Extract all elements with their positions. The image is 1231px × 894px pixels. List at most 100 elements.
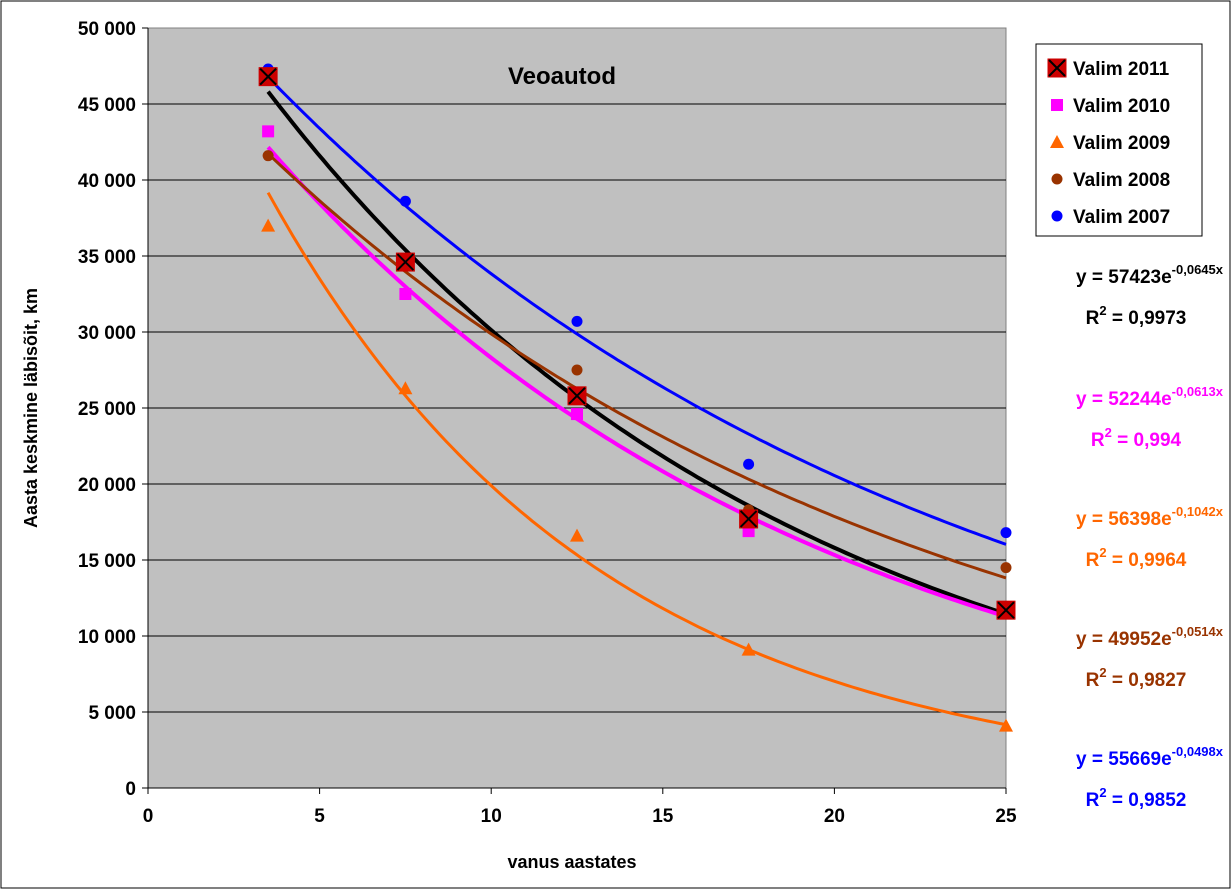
trendline-valim-2009 [266, 191, 1007, 727]
legend-marker [1051, 173, 1063, 185]
legend-marker [1051, 210, 1063, 222]
equation-exponent: -0,0645x [1172, 262, 1224, 277]
equation-base: y = 52244e [1076, 389, 1172, 410]
equation-exponent: -0,1042x [1172, 504, 1224, 519]
data-point [571, 364, 583, 376]
y-tick-label: 20 000 [78, 475, 136, 496]
data-point [258, 67, 278, 87]
data-point [262, 150, 274, 162]
data-point [395, 252, 415, 272]
r-squared-value: = 0,9973 [1107, 308, 1187, 329]
marker-cross [1048, 59, 1066, 77]
trend-equation: y = 56398e-0,1042x [1076, 504, 1224, 530]
legend-label: Valim 2008 [1073, 170, 1170, 191]
data-point [996, 600, 1016, 620]
r-squared: R2 = 0,9827 [1086, 665, 1187, 691]
y-tick-label: 10 000 [78, 627, 136, 648]
r-squared-value: = 0,994 [1112, 430, 1182, 451]
marker-cross [997, 601, 1015, 619]
marker-cross [396, 253, 415, 271]
y-tick-label: 5 000 [88, 703, 136, 724]
data-point [739, 509, 759, 529]
equation-base: y = 55669e [1076, 749, 1172, 770]
y-tick-label: 25 000 [78, 399, 136, 420]
data-point [570, 528, 584, 542]
trendline-valim-2010 [266, 145, 1007, 619]
data-point [262, 125, 275, 138]
data-point [399, 288, 412, 300]
x-tick-label: 5 [314, 806, 325, 827]
r-squared-power: 2 [1099, 665, 1106, 680]
y-axis-label: Aasta keskmine läbisõit, km [21, 288, 41, 528]
data-point [571, 408, 583, 421]
r-squared: R2 = 0,994 [1091, 425, 1182, 451]
x-tick-label: 0 [143, 806, 154, 827]
trend-equation: y = 57423e-0,0645x [1076, 262, 1224, 288]
y-tick-label: 35 000 [78, 247, 136, 268]
equation-exponent: -0,0498x [1172, 744, 1224, 759]
y-tick-label: 15 000 [78, 551, 136, 572]
x-axis-label: vanus aastates [507, 852, 636, 872]
x-tick-label: 25 [995, 806, 1017, 827]
data-points [258, 63, 1016, 732]
legend-marker [1050, 135, 1064, 148]
legend-label: Valim 2010 [1073, 96, 1170, 117]
trendline-valim-2007 [267, 76, 1007, 546]
legend: Valim 2011 Valim 2010 Valim 2009 Valim 2008… [1035, 43, 1203, 237]
y-tick-label: 45 000 [78, 95, 136, 116]
r-squared-power: 2 [1099, 545, 1106, 560]
r-squared-value: = 0,9827 [1107, 670, 1187, 691]
trend-equation: y = 52244e-0,0613x [1076, 384, 1224, 410]
x-tick-label: 10 [481, 806, 502, 827]
trend-equation: y = 49952e-0,0514x [1076, 624, 1224, 650]
r-squared-symbol: R [1086, 308, 1100, 329]
marker-cross [739, 510, 758, 528]
equation-base: y = 49952e [1076, 629, 1172, 650]
equation-exponent: -0,0613x [1172, 384, 1224, 399]
r-squared: R2 = 0,9852 [1086, 785, 1187, 811]
y-tick-label: 30 000 [78, 323, 136, 344]
equation-base: y = 56398e [1076, 509, 1172, 530]
data-point [261, 218, 276, 232]
data-point [999, 718, 1013, 732]
r-squared-value: = 0,9852 [1107, 790, 1187, 811]
data-point [399, 195, 411, 207]
r-squared-value: = 0,9964 [1107, 550, 1187, 571]
r-squared: R2 = 0,9973 [1086, 303, 1187, 329]
legend-marker [1047, 58, 1067, 78]
r-squared: R2 = 0,9964 [1086, 545, 1187, 571]
r-squared-symbol: R [1086, 790, 1100, 811]
trendline-valim-2011 [266, 90, 1007, 616]
marker-cross [259, 67, 277, 86]
equation-exponent: -0,0514x [1172, 624, 1224, 639]
r-squared-power: 2 [1099, 785, 1106, 800]
equation-base: y = 57423e [1076, 267, 1172, 288]
chart-title: Veoautod [508, 63, 616, 90]
data-point [1000, 527, 1012, 539]
axes: 0 5 000 10 000 15 000 20 000 25 000 30 000 35 0… [78, 19, 1017, 827]
data-point [741, 642, 756, 656]
r-squared-power: 2 [1105, 425, 1112, 440]
r-squared-symbol: R [1086, 550, 1100, 571]
data-point [398, 381, 413, 395]
x-tick-label: 20 [824, 806, 845, 827]
data-point [743, 458, 755, 470]
trendlines [266, 76, 1007, 727]
r-squared-power: 2 [1099, 303, 1106, 318]
y-tick-label: 0 [125, 779, 136, 800]
trendline-valim-2008 [267, 152, 1007, 580]
data-point [1000, 562, 1012, 574]
grid [148, 103, 1006, 713]
trend-equation: y = 55669e-0,0498x [1076, 744, 1224, 770]
x-tick-label: 15 [652, 806, 674, 827]
legend-label: Valim 2007 [1073, 207, 1170, 228]
y-tick-label: 50 000 [78, 19, 136, 40]
legend-label: Valim 2009 [1073, 133, 1170, 154]
data-point [571, 315, 583, 327]
r-squared-symbol: R [1086, 670, 1100, 691]
legend-marker [1051, 99, 1063, 111]
data-point [567, 386, 587, 406]
